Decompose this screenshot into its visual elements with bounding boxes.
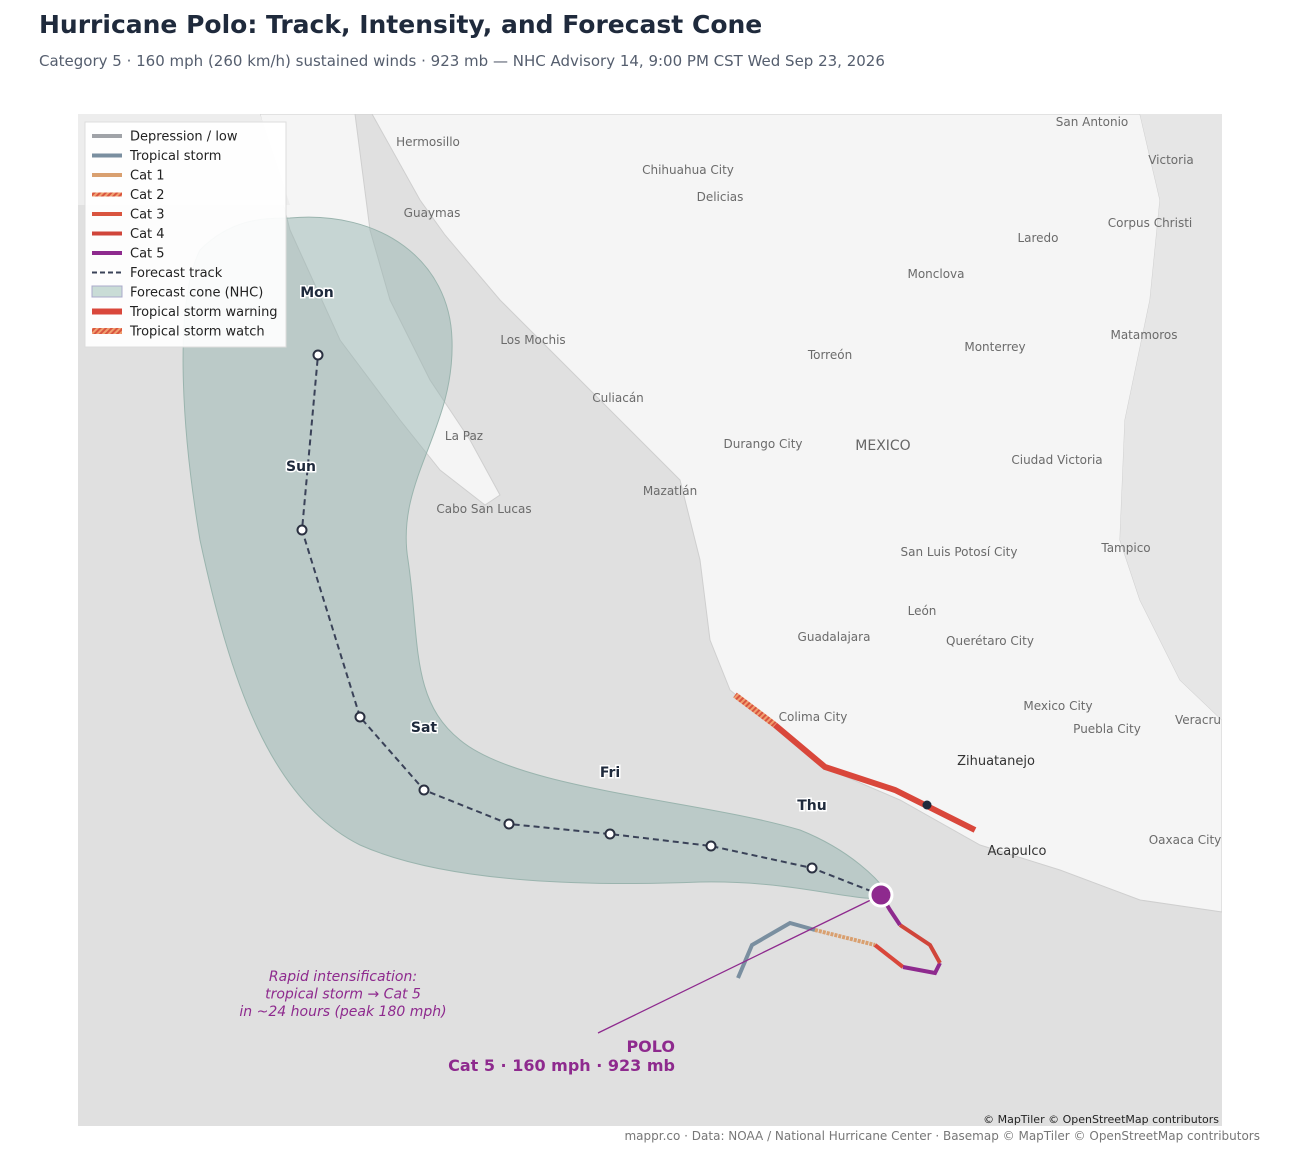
place-label: Durango City — [723, 437, 802, 451]
place-label: MEXICO — [855, 438, 910, 454]
place-label: Zihuatanejo — [957, 754, 1035, 769]
legend-label: Forecast cone (NHC) — [130, 286, 263, 301]
annotation: in ~24 hours (peak 180 mph) — [239, 1004, 446, 1020]
subtitle: Category 5 · 160 mph (260 km/h) sustaine… — [39, 52, 885, 70]
place-label: Oaxaca City — [1149, 833, 1222, 847]
day-label: Sat — [411, 720, 438, 736]
place-label: San Luis Potosí City — [901, 545, 1018, 559]
day-label: Thu — [797, 798, 826, 814]
place-label: Veracru — [1175, 713, 1221, 727]
legend-label: Tropical storm warning — [129, 305, 278, 320]
place-label: Delicias — [697, 190, 744, 204]
place-label: Querétaro City — [946, 634, 1034, 648]
legend-label: Tropical storm watch — [129, 325, 265, 340]
storm-name: POLO — [626, 1037, 675, 1056]
place-label: Hermosillo — [396, 135, 460, 149]
place-label: La Paz — [445, 429, 483, 443]
legend-label: Cat 1 — [130, 169, 165, 184]
annotation: Rapid intensification: — [269, 969, 417, 985]
attribution: © MapTiler © OpenStreetMap contributors — [983, 1113, 1219, 1126]
place-label: Tampico — [1100, 541, 1150, 555]
place-label: Mexico City — [1023, 699, 1092, 713]
legend-label: Tropical storm — [129, 149, 221, 164]
place-label: Culiacán — [592, 391, 644, 405]
place-label: Guaymas — [404, 206, 461, 220]
legend-label: Cat 4 — [130, 227, 165, 242]
place-label: Puebla City — [1073, 722, 1141, 736]
place-label: Monterrey — [964, 340, 1025, 354]
place-label: Monclova — [907, 267, 964, 281]
place-label: Matamoros — [1110, 328, 1177, 342]
place-label: Victoria — [1148, 153, 1194, 167]
place-label: León — [908, 604, 937, 618]
place-label: Torreón — [807, 348, 852, 362]
legend: Depression / low Tropical storm Cat 1 Cat 2… — [84, 121, 287, 348]
place-label: Cabo San Lucas — [436, 502, 531, 516]
legend-label: Depression / low — [130, 130, 238, 145]
place-label: Los Mochis — [500, 333, 565, 347]
day-label: Fri — [600, 765, 620, 781]
storm-detail: Cat 5 · 160 mph · 923 mb — [448, 1056, 675, 1075]
place-label: Ciudad Victoria — [1011, 453, 1102, 467]
place-label: Chihuahua City — [642, 163, 734, 177]
day-label: Sun — [286, 459, 316, 475]
title: Hurricane Polo: Track, Intensity, and Fo… — [39, 10, 763, 39]
labels: San Antonio Hermosillo Victoria Chihuahua C… — [239, 115, 1260, 1143]
annotation: tropical storm → Cat 5 — [265, 987, 421, 1003]
legend-swatch — [91, 285, 123, 298]
place-label: Colima City — [779, 710, 848, 724]
place-label: San Antonio — [1056, 115, 1129, 129]
place-label: Acapulco — [988, 844, 1047, 859]
day-label: Mon — [300, 285, 334, 301]
legend-label: Forecast track — [130, 266, 223, 281]
legend-label: Cat 3 — [130, 208, 165, 223]
legend-label: Cat 2 — [130, 188, 165, 203]
place-label: Laredo — [1017, 231, 1058, 245]
place-label: Corpus Christi — [1108, 216, 1193, 230]
place-label: Mazatlán — [643, 484, 697, 498]
place-label: Guadalajara — [798, 630, 871, 644]
legend-label: Cat 5 — [130, 247, 165, 262]
footer: mappr.co · Data: NOAA / National Hurrica… — [624, 1129, 1260, 1143]
